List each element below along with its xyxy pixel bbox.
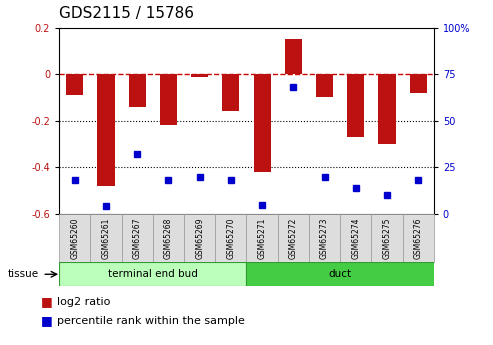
Bar [285,39,302,74]
Bar [371,214,403,262]
Bar [215,214,246,262]
Bar [59,214,90,262]
Bar [246,214,278,262]
Text: percentile rank within the sample: percentile rank within the sample [57,316,245,326]
Bar [160,74,177,125]
Bar [191,74,208,77]
Text: GSM65270: GSM65270 [226,217,235,259]
Text: tissue: tissue [7,269,38,279]
Bar [90,214,122,262]
Bar [184,214,215,262]
Bar [410,74,427,93]
Bar [309,214,340,262]
Text: GSM65267: GSM65267 [133,217,141,259]
Text: GSM65269: GSM65269 [195,217,204,259]
Text: ■: ■ [41,314,53,327]
Text: GSM65274: GSM65274 [352,217,360,259]
Bar [316,74,333,97]
Bar [403,214,434,262]
Bar [246,262,434,286]
Text: terminal end bud: terminal end bud [108,269,198,279]
Bar [98,74,114,186]
Text: duct: duct [329,269,352,279]
Text: GSM65261: GSM65261 [102,217,110,259]
Bar [347,74,364,137]
Text: log2 ratio: log2 ratio [57,297,110,307]
Bar [59,262,246,286]
Bar [122,214,153,262]
Bar [253,74,271,172]
Text: GSM65276: GSM65276 [414,217,423,259]
Text: GSM65273: GSM65273 [320,217,329,259]
Text: GDS2115 / 15786: GDS2115 / 15786 [59,6,194,21]
Bar [379,74,395,144]
Bar [222,74,240,111]
Text: GSM65275: GSM65275 [383,217,391,259]
Bar [66,74,83,95]
Text: ■: ■ [41,295,53,308]
Text: GSM65271: GSM65271 [258,217,267,259]
Bar [153,214,184,262]
Text: GSM65272: GSM65272 [289,217,298,259]
Bar [129,74,146,107]
Text: GSM65260: GSM65260 [70,217,79,259]
Bar [278,214,309,262]
Bar [340,214,371,262]
Text: GSM65268: GSM65268 [164,217,173,259]
